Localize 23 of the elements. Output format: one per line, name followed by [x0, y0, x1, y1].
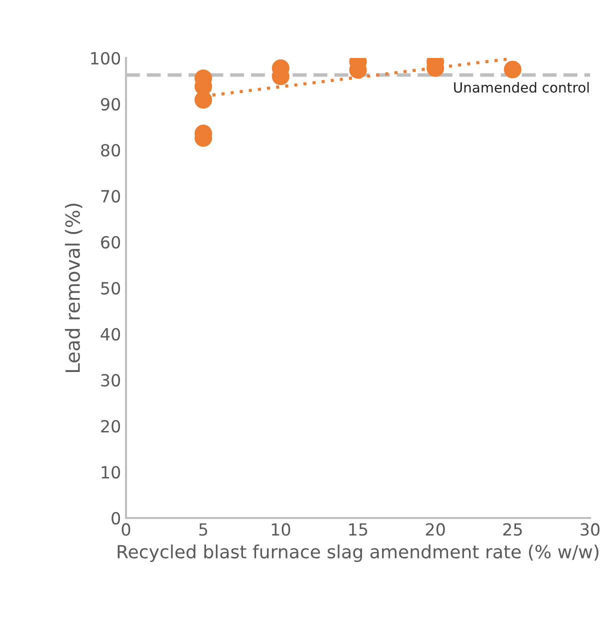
x-tick-label: 5	[199, 523, 208, 536]
x-tick-label: 20	[426, 523, 445, 536]
y-tick-label: 70	[101, 190, 120, 203]
y-tick-label: 40	[100, 328, 120, 341]
x-axis-title: Recycled blast furnace slag amendment rate (% w/w)	[118, 544, 598, 562]
y-tick-label: 60	[101, 236, 120, 249]
y-tick-label: 20	[101, 420, 120, 433]
y-tick-label: 100	[91, 52, 120, 65]
y-tick-label: 90	[100, 98, 120, 111]
y-tick-label: 0	[112, 512, 120, 525]
y-tick-label: 50	[101, 282, 120, 295]
y-tick-label: 10	[102, 466, 120, 479]
ref-line-label: Unamended control	[454, 82, 589, 93]
point	[504, 60, 522, 78]
y-tick-label: 80	[101, 144, 120, 157]
x-tick-label: 10	[272, 523, 290, 536]
x-tick-label: 25	[503, 523, 522, 536]
y-tick-label: 30	[101, 374, 120, 387]
x-tick-label: 0	[122, 523, 130, 536]
point	[194, 91, 212, 109]
x-tick-label: 15	[349, 523, 368, 536]
x-tick-label: 30	[580, 523, 600, 536]
y-axis-title: Lead removal (%)	[64, 204, 82, 372]
